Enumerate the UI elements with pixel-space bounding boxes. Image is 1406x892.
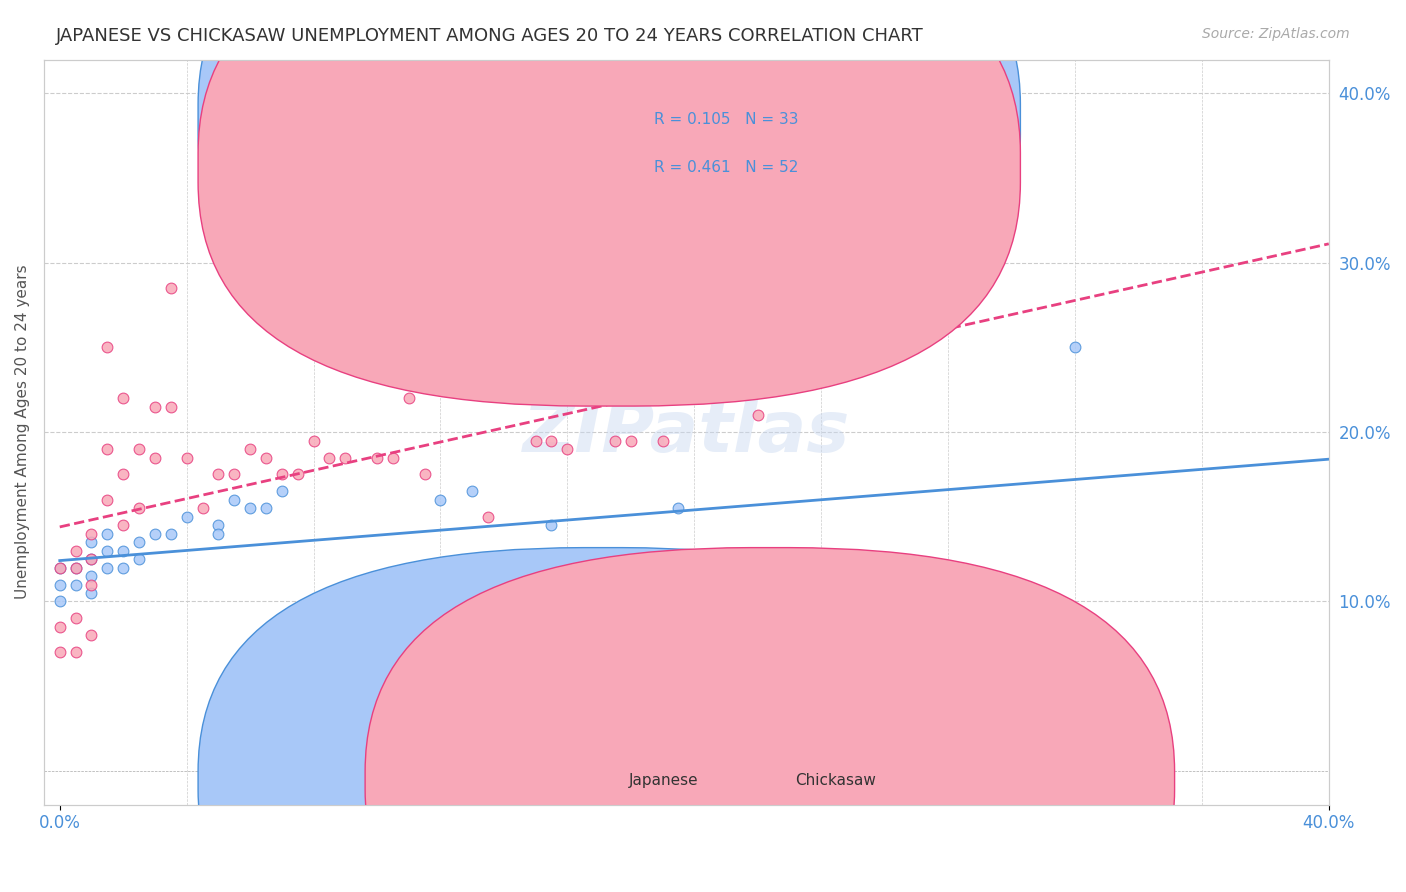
Text: R = 0.105   N = 33: R = 0.105 N = 33 <box>654 112 799 127</box>
Point <box>128 501 150 516</box>
Point <box>112 560 135 574</box>
Point <box>366 450 388 465</box>
Point <box>80 552 103 566</box>
Text: JAPANESE VS CHICKASAW UNEMPLOYMENT AMONG AGES 20 TO 24 YEARS CORRELATION CHART: JAPANESE VS CHICKASAW UNEMPLOYMENT AMONG… <box>56 27 924 45</box>
Point <box>603 434 626 448</box>
Point <box>1064 341 1087 355</box>
Point <box>224 467 246 482</box>
Point <box>224 492 246 507</box>
Point <box>65 560 87 574</box>
Point <box>80 526 103 541</box>
Point <box>207 526 229 541</box>
Point <box>128 442 150 456</box>
Text: R = 0.461   N = 52: R = 0.461 N = 52 <box>654 161 799 175</box>
Point <box>96 526 118 541</box>
Point <box>96 492 118 507</box>
FancyBboxPatch shape <box>558 86 943 209</box>
Point <box>620 434 643 448</box>
Point <box>176 450 198 465</box>
Point <box>239 501 262 516</box>
Point <box>65 645 87 659</box>
Point <box>65 560 87 574</box>
Point <box>48 577 70 591</box>
Point <box>112 467 135 482</box>
Text: Japanese: Japanese <box>628 772 699 788</box>
Point <box>524 434 547 448</box>
Point <box>143 400 166 414</box>
Text: Source: ZipAtlas.com: Source: ZipAtlas.com <box>1202 27 1350 41</box>
Point <box>477 509 499 524</box>
Point <box>254 450 277 465</box>
Point <box>254 501 277 516</box>
Point <box>48 645 70 659</box>
FancyBboxPatch shape <box>198 0 1021 358</box>
Point <box>159 400 181 414</box>
Point <box>48 560 70 574</box>
Point <box>48 594 70 608</box>
FancyBboxPatch shape <box>366 548 1174 892</box>
Point <box>96 560 118 574</box>
Point <box>80 535 103 549</box>
Point <box>398 391 420 405</box>
Point <box>80 577 103 591</box>
Point <box>143 450 166 465</box>
Point <box>239 442 262 456</box>
FancyBboxPatch shape <box>198 0 1021 406</box>
Point <box>112 391 135 405</box>
Point <box>302 434 325 448</box>
Point <box>873 264 896 278</box>
Point <box>65 543 87 558</box>
FancyBboxPatch shape <box>198 548 1008 892</box>
Point <box>668 501 690 516</box>
Point <box>302 628 325 642</box>
Point <box>80 586 103 600</box>
Point <box>683 391 706 405</box>
Point <box>270 484 292 499</box>
Text: ZIPatlas: ZIPatlas <box>523 398 851 467</box>
Point <box>80 552 103 566</box>
Point <box>557 442 579 456</box>
Point <box>80 628 103 642</box>
Point <box>128 535 150 549</box>
Point <box>80 569 103 583</box>
Point <box>335 450 357 465</box>
Point <box>381 450 404 465</box>
Point <box>270 467 292 482</box>
Point <box>128 552 150 566</box>
Point <box>318 450 340 465</box>
Point <box>810 281 832 295</box>
Point <box>48 620 70 634</box>
Point <box>461 484 484 499</box>
Point <box>747 408 769 422</box>
Point <box>492 611 515 625</box>
Point <box>651 434 673 448</box>
Point <box>207 518 229 533</box>
Point <box>176 509 198 524</box>
Point <box>1000 645 1022 659</box>
Point <box>65 611 87 625</box>
Point <box>48 560 70 574</box>
Point <box>159 526 181 541</box>
Point <box>413 467 436 482</box>
Point <box>936 281 959 295</box>
Point <box>318 620 340 634</box>
Y-axis label: Unemployment Among Ages 20 to 24 years: Unemployment Among Ages 20 to 24 years <box>15 265 30 599</box>
Point <box>540 518 562 533</box>
Point <box>207 467 229 482</box>
Point <box>112 543 135 558</box>
Point <box>96 442 118 456</box>
Point <box>540 434 562 448</box>
Point <box>159 281 181 295</box>
Point <box>96 341 118 355</box>
Point <box>461 366 484 380</box>
Text: Chickasaw: Chickasaw <box>796 772 876 788</box>
Point <box>287 467 309 482</box>
Point <box>143 526 166 541</box>
Point <box>65 577 87 591</box>
Point <box>96 543 118 558</box>
Point <box>112 518 135 533</box>
Point <box>191 501 214 516</box>
Point <box>429 492 451 507</box>
